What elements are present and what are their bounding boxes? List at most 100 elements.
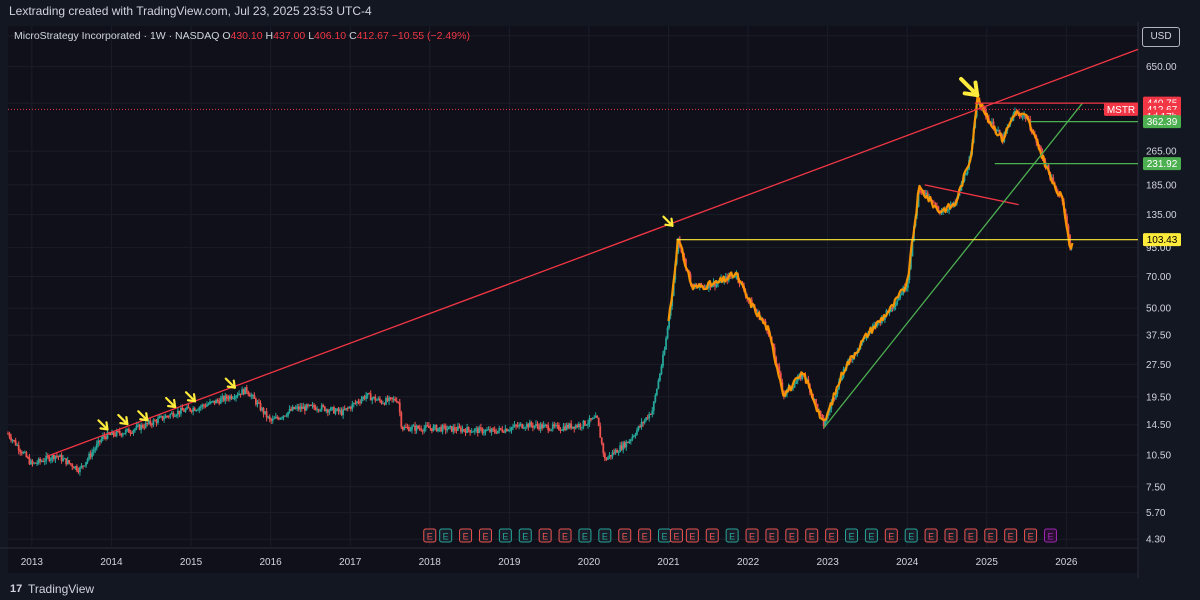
candle-body: [97, 440, 100, 444]
candle-body: [100, 439, 103, 442]
candle-body: [577, 424, 580, 427]
currency-button[interactable]: USD: [1142, 27, 1180, 47]
candle-body: [515, 424, 517, 426]
candle-body: [538, 426, 540, 430]
trend-line: [47, 48, 1139, 457]
arrow-head-a: [973, 80, 980, 98]
candle-body: [894, 304, 897, 307]
candle-body: [227, 398, 230, 400]
earnings-glyph: E: [673, 531, 679, 541]
candle-body: [212, 400, 214, 402]
earnings-box: [924, 528, 938, 543]
candle-body: [213, 400, 216, 404]
candle-body: [256, 402, 259, 405]
candle-body: [310, 404, 312, 406]
candle-body: [365, 395, 367, 399]
candle-body: [905, 287, 908, 291]
candle-body: [610, 454, 612, 457]
candle-body: [582, 420, 585, 428]
candle-body: [489, 429, 491, 432]
candle-body: [222, 396, 225, 401]
earnings-marker-icon: E: [825, 528, 839, 543]
earnings-box: [904, 528, 918, 543]
price-label-bg: [1143, 157, 1181, 171]
arrow-head-b: [99, 427, 109, 431]
candle-body: [435, 425, 438, 432]
candle-body: [105, 436, 107, 439]
y-tick-label: 50.00: [1146, 304, 1171, 315]
trend-line: [924, 184, 1019, 206]
earnings-glyph: E: [769, 531, 775, 541]
candle-body: [934, 203, 937, 206]
candle-body: [597, 417, 600, 427]
candle-body: [202, 404, 205, 406]
candle-body: [478, 427, 481, 434]
candle-body: [645, 417, 648, 421]
candle-body: [532, 425, 534, 428]
candle-body: [773, 347, 776, 358]
candle-body: [518, 424, 521, 427]
annotation-arrow-icon: [117, 413, 129, 426]
candle-body: [533, 425, 536, 428]
earnings-marker-icon: E: [745, 528, 759, 543]
candle-body: [124, 430, 127, 434]
annotation-arrow-icon: [165, 396, 177, 409]
candle-body: [16, 445, 19, 447]
candle-body: [418, 428, 421, 430]
footer-brand[interactable]: TradingView: [28, 582, 95, 596]
earnings-marker-icon: E: [685, 528, 699, 543]
candle-body: [166, 415, 169, 417]
candle-body: [613, 452, 615, 454]
earnings-glyph: E: [1008, 531, 1014, 541]
candle-body: [606, 457, 609, 460]
candle-body: [43, 460, 46, 462]
price-label-bg: [1143, 115, 1181, 129]
candle-body: [109, 434, 112, 436]
earnings-marker-icon: E: [618, 528, 632, 543]
candle-body: [636, 430, 638, 435]
candle-body: [580, 427, 583, 429]
candle-body: [181, 407, 184, 411]
candle-body: [49, 458, 52, 461]
earnings-marker-icon: E: [785, 528, 799, 543]
candle-body: [420, 428, 423, 431]
candle-body: [646, 417, 649, 419]
candle-body: [649, 413, 652, 415]
candle-body: [261, 408, 263, 411]
candle-body: [371, 398, 374, 401]
plot-area[interactable]: [8, 26, 1138, 573]
x-tick-label: 2026: [1055, 557, 1078, 568]
arrow-head-b: [664, 223, 674, 227]
candle-body: [1023, 115, 1026, 117]
arrow-shaft: [959, 76, 980, 98]
candle-body: [622, 442, 625, 450]
earnings-box: [638, 528, 652, 543]
symbol-legend[interactable]: MicroStrategy Incorporated · 1W · NASDAQ…: [14, 30, 470, 42]
candle-body: [1066, 216, 1068, 226]
candle-body: [80, 465, 83, 468]
candle-body: [330, 407, 332, 411]
candle-body: [504, 428, 507, 433]
candle-body: [793, 383, 796, 388]
earnings-box: [785, 528, 799, 543]
arrow-head-b: [226, 385, 236, 389]
candle-body: [53, 454, 55, 460]
candle-body: [307, 404, 309, 406]
candle-body: [966, 169, 969, 174]
candle-body: [481, 428, 484, 434]
earnings-marker-icon: E: [984, 528, 998, 543]
price-axis-label: 231.92: [1143, 157, 1181, 171]
candle-body: [167, 416, 170, 418]
candle-body: [391, 397, 394, 400]
earnings-glyph: E: [542, 531, 548, 541]
candle-body: [893, 306, 895, 309]
earnings-glyph: E: [662, 531, 668, 541]
candle-body: [267, 416, 270, 418]
candle-body: [626, 441, 629, 443]
candle-body: [561, 429, 563, 431]
earnings-glyph: E: [689, 531, 695, 541]
candle-body: [415, 425, 418, 431]
candle-body: [521, 423, 524, 429]
candle-body: [507, 430, 510, 432]
